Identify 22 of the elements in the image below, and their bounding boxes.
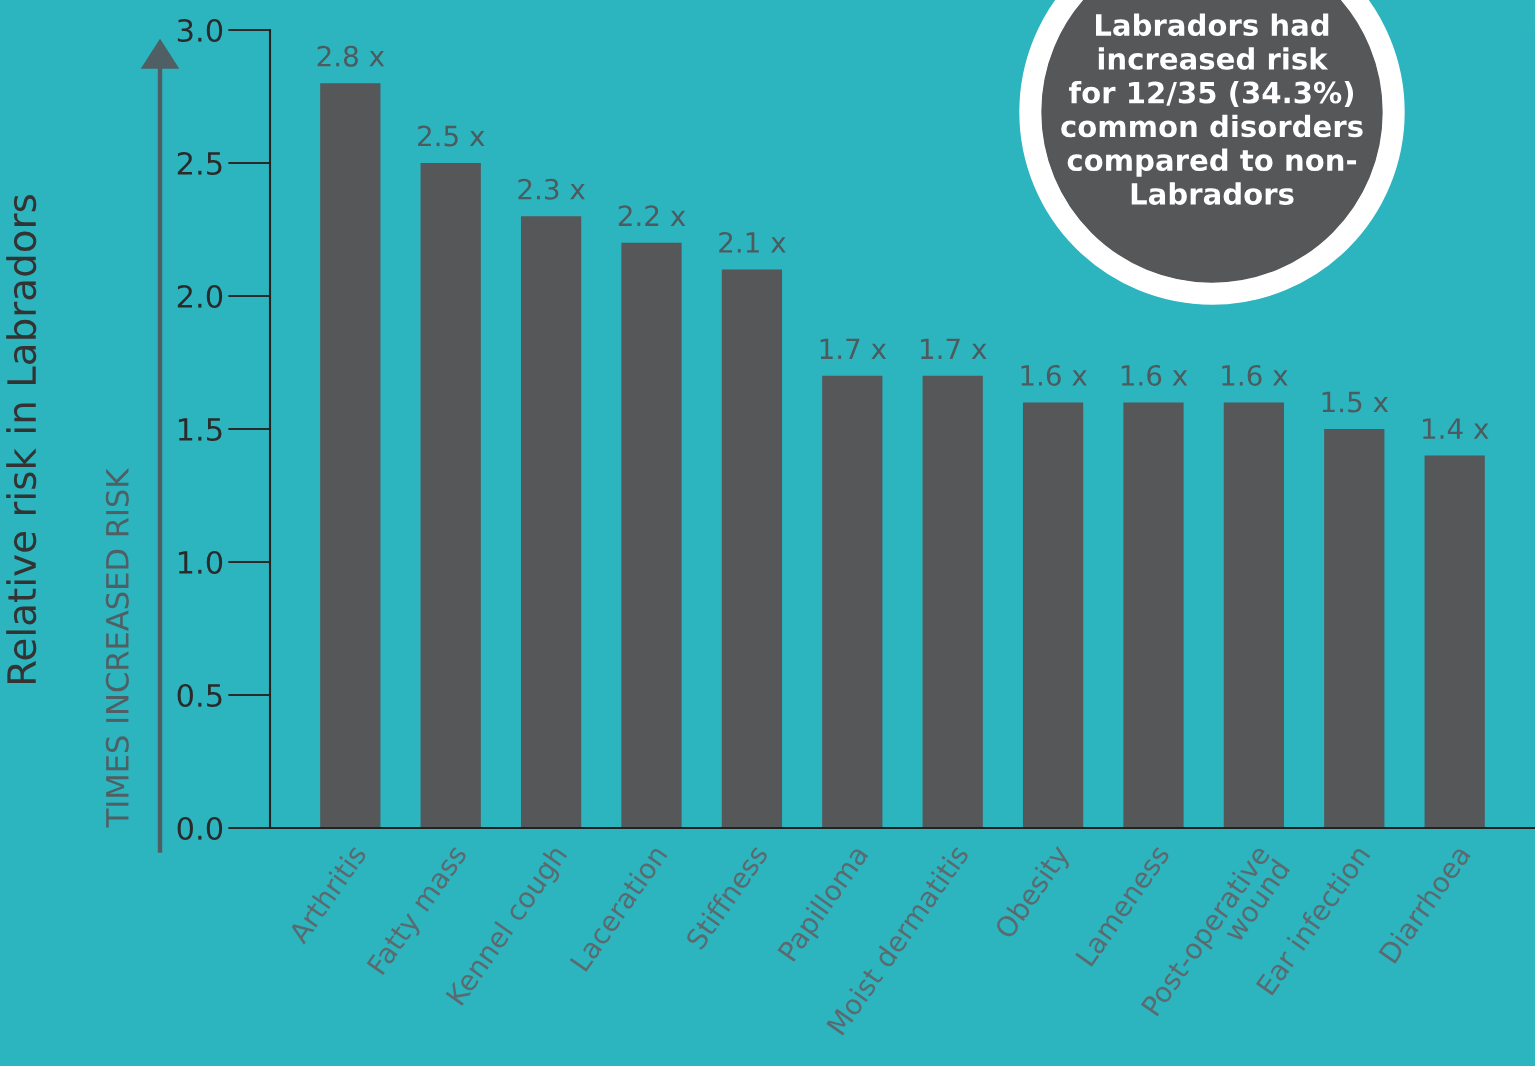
data-label: 1.6 x <box>1121 364 1188 386</box>
data-label: 2.3 x <box>518 178 585 200</box>
y-tick-label: 0.0 <box>177 816 223 841</box>
data-label: 2.8 x <box>317 45 385 67</box>
y-tick-label: 0.5 <box>177 683 222 708</box>
data-label: 1.5 x <box>1322 391 1389 413</box>
data-label: 1.7 x <box>921 338 987 359</box>
y-tick-label: 1.0 <box>178 550 223 575</box>
y-tick-label: 2.0 <box>177 284 223 309</box>
data-label: 1.6 x <box>1222 364 1288 386</box>
data-label: 1.7 x <box>820 338 887 359</box>
data-label: 2.5 x <box>418 125 485 147</box>
y-tick-label: 1.5 <box>178 418 222 442</box>
annotation: Labradors had increased risk for 12/35 (34.3%) common disorders compared to non- Labradors <box>1061 13 1363 205</box>
data-label: 2.1 x <box>719 231 786 253</box>
data-label: 2.2 x <box>618 205 686 226</box>
y-tick-label: 3.0 <box>177 18 223 43</box>
data-label: 1.4 x <box>1423 418 1489 439</box>
y-tick-label: 2.5 <box>177 151 222 176</box>
text: TIMES INCREASED RISK <box>105 468 129 828</box>
y-axis-title: Relative risk in Labradors <box>6 195 37 684</box>
data-label: 1.6 x <box>1021 364 1087 386</box>
